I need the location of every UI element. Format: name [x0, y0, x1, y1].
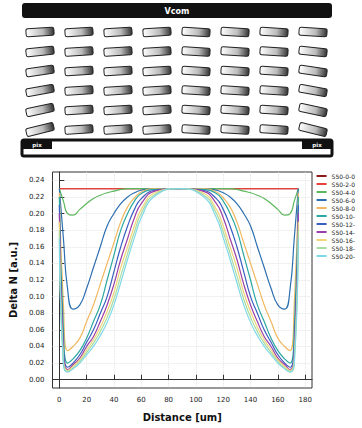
svg-text:0.24: 0.24 [29, 176, 45, 184]
svg-text:20: 20 [82, 396, 91, 404]
svg-text:0: 0 [57, 396, 61, 404]
svg-text:0.02: 0.02 [29, 359, 45, 367]
svg-text:100: 100 [189, 396, 202, 404]
svg-text:180: 180 [298, 396, 311, 404]
svg-text:S50-6-0: S50-6-0 [332, 197, 356, 204]
svg-text:S50-10-: S50-10- [332, 213, 355, 220]
svg-text:0.14: 0.14 [29, 259, 45, 267]
svg-text:140: 140 [244, 396, 257, 404]
svg-text:60: 60 [137, 396, 146, 404]
svg-text:Distance [um]: Distance [um] [143, 412, 222, 423]
svg-text:pix: pix [312, 142, 322, 149]
svg-text:S50-0-0: S50-0-0 [332, 173, 356, 180]
svg-text:Vcom: Vcom [165, 7, 190, 16]
svg-text:0.18: 0.18 [29, 226, 45, 234]
svg-text:0.16: 0.16 [29, 243, 45, 251]
svg-text:S50-2-0: S50-2-0 [332, 181, 356, 188]
svg-text:0.20: 0.20 [29, 210, 45, 218]
svg-text:S50-18-: S50-18- [332, 245, 355, 252]
svg-text:120: 120 [217, 396, 230, 404]
svg-text:Delta N [a.u.]: Delta N [a.u.] [8, 242, 19, 318]
svg-text:S50-14-: S50-14- [332, 229, 355, 236]
svg-text:0.04: 0.04 [29, 342, 45, 350]
svg-text:0.10: 0.10 [29, 293, 45, 301]
svg-text:S50-20-: S50-20- [332, 253, 355, 260]
svg-text:0.22: 0.22 [29, 193, 45, 201]
svg-text:0.12: 0.12 [29, 276, 45, 284]
svg-text:80: 80 [164, 396, 173, 404]
svg-text:S50-8-0: S50-8-0 [332, 205, 356, 212]
svg-text:S50-16-: S50-16- [332, 237, 355, 244]
svg-text:pix: pix [32, 142, 42, 149]
svg-text:S50-4-0: S50-4-0 [332, 189, 356, 196]
svg-text:0.00: 0.00 [29, 376, 45, 384]
svg-text:40: 40 [109, 396, 118, 404]
svg-text:S50-12-: S50-12- [332, 221, 355, 228]
svg-text:0.06: 0.06 [29, 326, 45, 334]
svg-text:160: 160 [271, 396, 284, 404]
svg-text:0.08: 0.08 [29, 309, 45, 317]
